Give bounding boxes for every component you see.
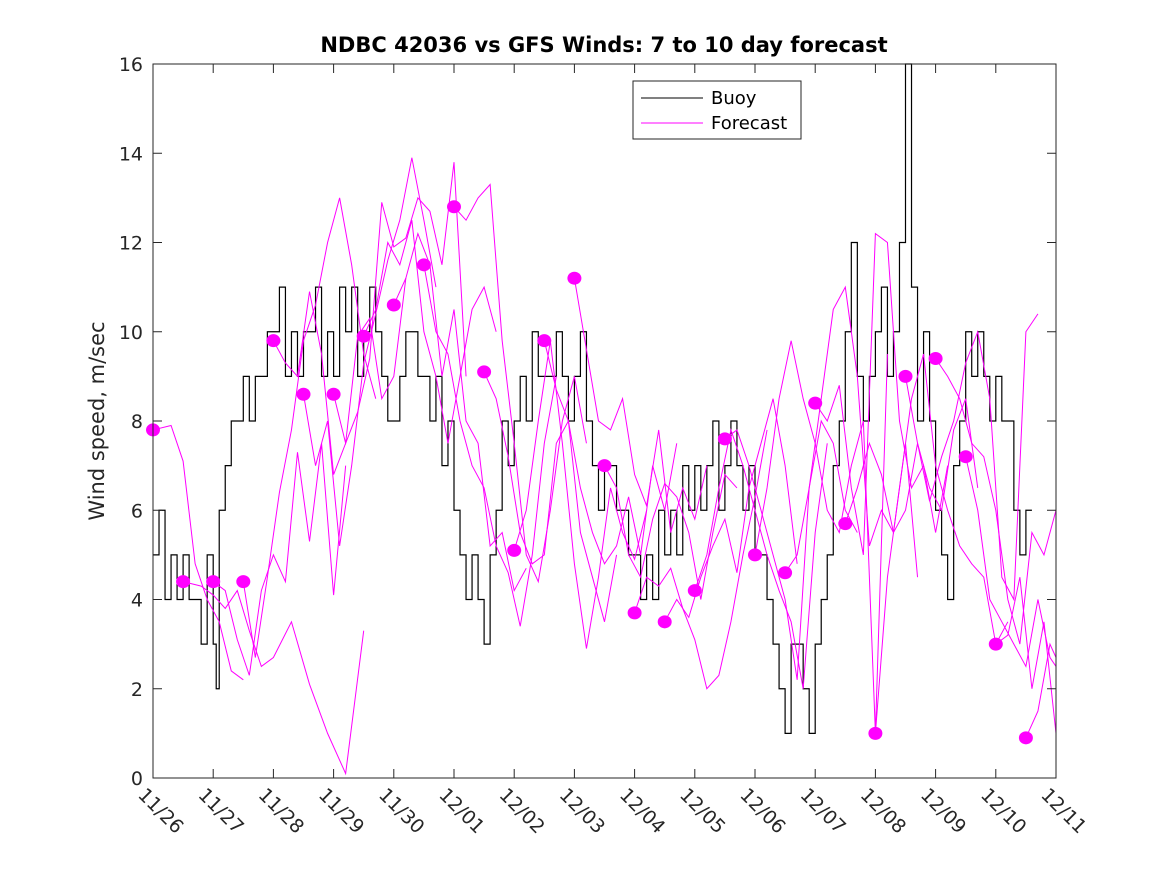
y-tick-label: 10 bbox=[119, 322, 143, 344]
forecast-start-marker bbox=[477, 365, 492, 379]
y-tick-label: 16 bbox=[119, 54, 143, 76]
forecast-start-marker bbox=[1018, 731, 1033, 745]
forecast-run-line bbox=[724, 419, 858, 680]
forecast-run-line bbox=[754, 340, 888, 734]
forecast-run-line bbox=[1025, 642, 1057, 739]
forecast-start-marker bbox=[958, 450, 973, 464]
forecast-run-line bbox=[905, 313, 1039, 602]
forecast-start-marker bbox=[838, 517, 853, 531]
forecast-run-line bbox=[814, 232, 949, 555]
forecast-run-line bbox=[573, 278, 708, 533]
forecast-run-line bbox=[634, 429, 768, 690]
forecast-start-marker bbox=[176, 575, 191, 589]
forecast-run-line bbox=[604, 465, 738, 600]
forecast-run-line bbox=[333, 162, 467, 445]
forecast-start-marker bbox=[898, 369, 913, 383]
forecast-start-marker bbox=[447, 200, 461, 214]
legend-forecast-label: Forecast bbox=[711, 113, 787, 134]
forecast-start-marker bbox=[537, 334, 552, 348]
forecast-run-line bbox=[874, 353, 1009, 734]
forecast-start-marker bbox=[296, 387, 311, 401]
y-tick-label: 0 bbox=[131, 768, 143, 790]
forecast-run-line bbox=[995, 577, 1057, 734]
y-tick-label: 6 bbox=[131, 500, 143, 522]
forecast-run-line bbox=[694, 428, 828, 689]
forecast-start-marker bbox=[717, 432, 732, 446]
forecast-start-marker bbox=[657, 615, 672, 629]
forecast-run-line bbox=[212, 443, 347, 676]
forecast-start-markers bbox=[146, 200, 1033, 745]
forecast-run-line bbox=[453, 183, 587, 584]
y-tick-label: 8 bbox=[131, 411, 143, 433]
forecast-run-line bbox=[272, 278, 407, 475]
y-tick-label: 4 bbox=[131, 590, 143, 612]
forecast-run-line bbox=[513, 340, 648, 649]
forecast-run-line bbox=[182, 581, 365, 776]
forecast-start-marker bbox=[206, 575, 221, 589]
forecast-start-marker bbox=[687, 584, 702, 598]
forecast-start-marker bbox=[808, 396, 823, 410]
forecast-start-marker bbox=[386, 298, 401, 312]
forecast-run-line bbox=[844, 398, 979, 535]
forecast-start-marker bbox=[868, 726, 883, 740]
y-tick-label: 12 bbox=[119, 233, 143, 255]
forecast-start-marker bbox=[597, 459, 612, 473]
forecast-run-line bbox=[543, 340, 678, 565]
forecast-run-line bbox=[935, 358, 1057, 645]
legend-box bbox=[632, 80, 802, 140]
forecast-run-line bbox=[423, 264, 557, 627]
forecast-start-marker bbox=[748, 548, 762, 562]
forecast-start-marker bbox=[326, 387, 341, 401]
forecast-run-line bbox=[483, 371, 618, 622]
chart-title: NDBC 42036 vs GFS Winds: 7 to 10 day for… bbox=[320, 33, 887, 57]
forecast-run-line bbox=[664, 398, 798, 623]
forecast-start-marker bbox=[627, 606, 642, 620]
forecast-run-line bbox=[393, 231, 527, 593]
forecast-start-marker bbox=[416, 258, 431, 272]
y-axis-label: Wind speed, m/sec bbox=[85, 321, 109, 520]
legend-buoy-label: Buoy bbox=[711, 88, 757, 109]
y-tick-label: 14 bbox=[119, 143, 143, 165]
y-axis-ticks: 0 2 4 6 8 10 12 14 16 bbox=[119, 54, 1056, 790]
forecast-start-marker bbox=[928, 352, 943, 366]
forecast-run-line bbox=[242, 197, 377, 658]
forecast-start-marker bbox=[567, 271, 582, 285]
forecast-start-marker bbox=[778, 566, 793, 580]
forecast-start-marker bbox=[236, 575, 251, 589]
forecast-run-line bbox=[363, 220, 497, 444]
forecast-start-marker bbox=[507, 543, 522, 557]
y-tick-label: 2 bbox=[131, 679, 143, 701]
forecast-start-marker bbox=[266, 334, 281, 348]
legend: Buoy Forecast bbox=[632, 80, 802, 140]
forecast-start-marker bbox=[988, 637, 1003, 651]
forecast-start-marker bbox=[356, 329, 371, 343]
forecast-run-line bbox=[152, 424, 244, 681]
